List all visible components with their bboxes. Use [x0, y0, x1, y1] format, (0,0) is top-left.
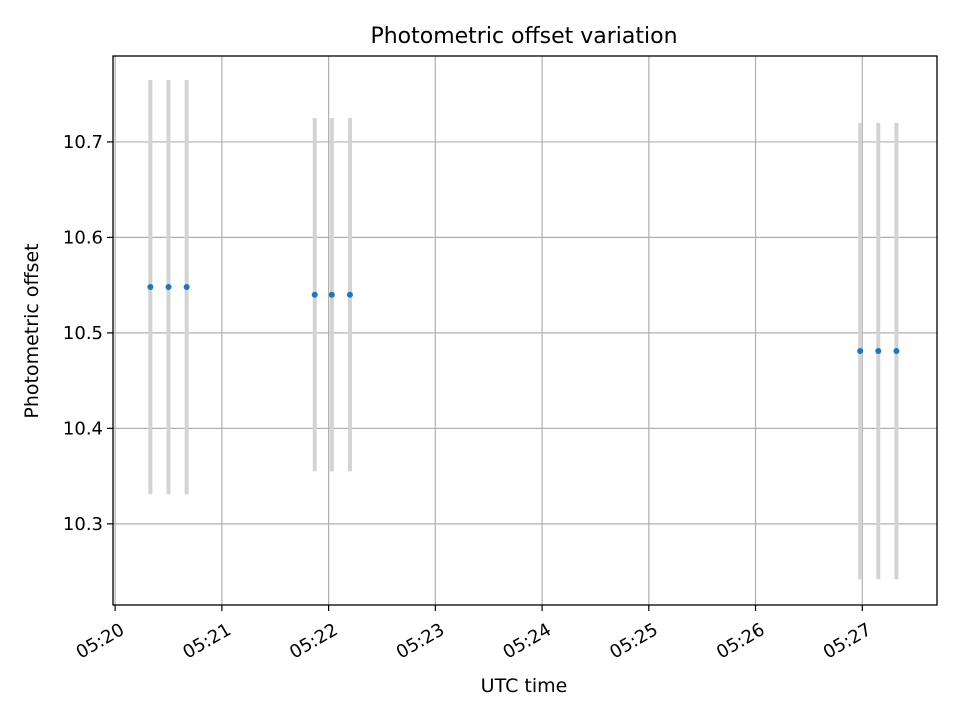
plot-frame [112, 55, 938, 606]
data-point [147, 284, 154, 291]
y-tick-label: 10.3 [63, 514, 103, 535]
data-point [165, 284, 172, 291]
data-point [346, 291, 353, 298]
grid [113, 56, 937, 605]
data-point [311, 291, 318, 298]
data-point [328, 291, 335, 298]
data-point [857, 348, 864, 355]
data-point [875, 348, 882, 355]
y-tick-label: 10.5 [63, 323, 103, 344]
y-tick-label: 10.4 [63, 418, 103, 439]
y-tick-label: 10.6 [63, 227, 103, 248]
x-axis-label: UTC time [481, 675, 568, 697]
data-point [893, 348, 900, 355]
chart-title: Photometric offset variation [370, 24, 677, 49]
y-axis-ticks: 10.3 10.4 10.5 10.6 10.7 [63, 132, 113, 535]
data-point [183, 284, 190, 291]
y-axis-label: Photometric offset [21, 243, 43, 418]
data-points [147, 284, 900, 355]
y-tick-label: 10.7 [63, 132, 103, 153]
